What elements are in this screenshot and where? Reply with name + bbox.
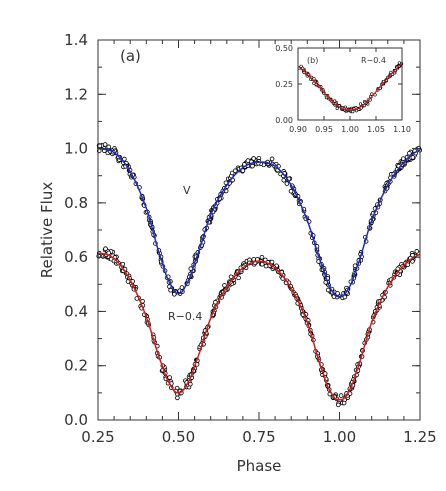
data-point <box>263 263 269 269</box>
panel-label-b: (b) <box>307 56 318 65</box>
inset-x-tick-label: 1.05 <box>367 125 385 134</box>
data-point <box>236 275 241 281</box>
y-tick-label: 0.2 <box>64 357 88 375</box>
data-point <box>122 156 127 162</box>
data-point <box>188 381 193 387</box>
data-point <box>284 181 290 186</box>
y-tick-label: 1.4 <box>64 31 88 49</box>
inset-y-tick-label: 0.00 <box>275 116 293 125</box>
data-point <box>232 168 238 174</box>
data-point <box>102 142 108 147</box>
inset-y-tick-label: 0.25 <box>275 80 293 89</box>
series-label-v: V <box>183 184 191 197</box>
data-point <box>171 292 177 297</box>
data-point <box>250 163 255 169</box>
series-2 <box>96 246 421 408</box>
data-point <box>97 143 103 149</box>
y-tick-label: 1.0 <box>64 140 88 158</box>
inset-x-tick-label: 0.95 <box>315 125 333 134</box>
inset-data-point <box>370 92 374 96</box>
data-point <box>281 177 287 183</box>
inset-x-tick-label: 0.90 <box>289 125 307 134</box>
inset-fit-line <box>297 63 403 111</box>
data-point <box>222 283 227 288</box>
data-point <box>288 188 294 194</box>
data-point <box>338 393 344 398</box>
y-tick-label: 0.8 <box>64 194 88 212</box>
x-tick-label: 1.25 <box>403 428 436 446</box>
data-point <box>229 170 235 176</box>
y-tick-label: 0.4 <box>64 302 88 320</box>
data-point <box>103 246 108 252</box>
y-tick-label: 0.0 <box>64 411 88 429</box>
data-point <box>410 155 416 160</box>
data-point <box>336 402 341 408</box>
main-plot-panel: 0.25 0.50 0.75 1.00 1.25 0.0 0.2 0.4 0.6 0.8 1.0 1.… <box>38 31 437 475</box>
scatter-points <box>96 246 421 408</box>
series-label-r: R−0.4 <box>168 310 202 323</box>
data-point <box>401 156 406 161</box>
data-point <box>251 156 256 161</box>
inset-scatter-points <box>297 61 404 114</box>
inset-data-point <box>333 99 337 103</box>
x-tick-label: 0.25 <box>81 428 114 446</box>
inset-data-point <box>358 102 363 106</box>
x-tick-label: 0.50 <box>162 428 195 446</box>
data-point <box>407 150 412 156</box>
x-tick-label: 1.00 <box>323 428 356 446</box>
y-tick-label: 1.2 <box>64 85 88 103</box>
data-point <box>245 158 251 163</box>
scatter-points <box>96 142 423 301</box>
fit-line <box>97 147 421 298</box>
inset-y-tick-label: 0.50 <box>275 44 293 53</box>
x-tick-label: 0.75 <box>242 428 275 446</box>
inset-data-point <box>299 64 303 68</box>
data-point <box>228 274 234 280</box>
data-point <box>269 156 275 162</box>
inset-x-tick-label: 1.00 <box>341 125 359 134</box>
data-point <box>106 144 111 150</box>
data-point <box>120 261 126 267</box>
data-point <box>269 259 275 265</box>
data-point <box>167 375 172 380</box>
data-point <box>168 287 173 293</box>
inset-x-tick-label: 1.10 <box>393 125 411 134</box>
x-axis-title: Phase <box>237 457 282 475</box>
data-point <box>259 261 265 267</box>
inset-series-1 <box>297 61 404 114</box>
inset-series-label: R−0.4 <box>361 56 386 65</box>
data-point <box>175 395 180 401</box>
data-point <box>335 291 340 296</box>
data-point <box>259 255 265 260</box>
data-point <box>179 285 185 290</box>
data-point <box>341 400 347 406</box>
y-axis-title: Relative Flux <box>38 182 56 279</box>
inset-data-point <box>335 106 339 110</box>
data-point <box>325 287 331 293</box>
data-point <box>405 262 411 268</box>
inset-data-point <box>312 81 316 85</box>
series-1 <box>96 142 423 301</box>
panel-label-a: (a) <box>120 47 141 65</box>
data-point <box>414 249 420 254</box>
inset-plot-panel: 0.90 0.95 1.00 1.05 1.10 0.00 0.25 0.50 (b) R−0.4 <box>275 44 411 134</box>
fit-line <box>97 252 421 401</box>
y-tick-label: 0.6 <box>64 248 88 266</box>
data-point <box>240 168 246 173</box>
